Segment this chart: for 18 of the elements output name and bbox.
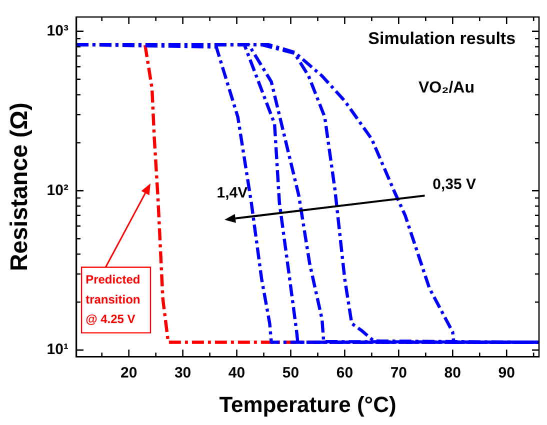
x-tick-label: 30	[174, 364, 192, 382]
annotation: 1,4V	[216, 184, 248, 202]
annotation: VO₂/Au	[418, 80, 474, 97]
y-tick-label: 10²	[46, 182, 68, 199]
annotation: Simulation results	[368, 28, 516, 48]
y-tick-label: 10³	[46, 22, 68, 40]
y-tick-label: 10¹	[46, 341, 68, 358]
x-tick-label: 60	[336, 364, 354, 382]
x-tick-label: 90	[498, 364, 515, 382]
annotation: 0,35 V	[432, 176, 476, 194]
x-tick-label: 50	[282, 364, 300, 382]
y-axis-title: Resistance (Ω)	[6, 102, 34, 272]
annotation: Predicted transition @ 4.25 V	[86, 272, 140, 326]
x-tick-label: 20	[120, 364, 138, 382]
x-tick-label: 80	[444, 364, 461, 382]
x-tick-label: 70	[390, 364, 408, 382]
x-axis-title: Temperature (°C)	[219, 392, 396, 417]
x-tick-label: 40	[228, 364, 246, 382]
